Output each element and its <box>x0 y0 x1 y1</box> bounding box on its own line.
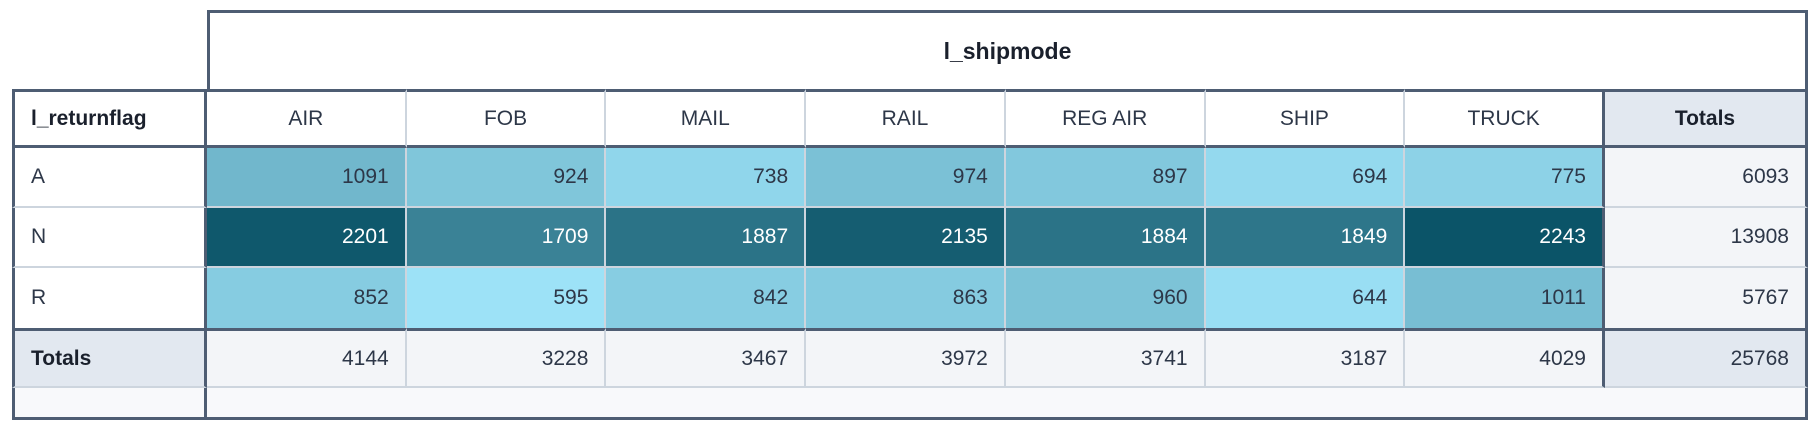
heat-cell: 1884 <box>1005 208 1206 268</box>
heat-cell: 863 <box>806 268 1006 328</box>
heat-cell: 924 <box>406 148 607 208</box>
column-header-ship: SHIP <box>1205 89 1406 148</box>
corner-spacer <box>12 10 207 89</box>
pivot-table: l_shipmode l_returnflag AIR FOB MAIL RAIL REG… <box>12 10 1808 420</box>
footer-spacer <box>207 388 1808 420</box>
heat-cell: 644 <box>1205 268 1406 328</box>
totals-column-header: Totals <box>1604 89 1808 148</box>
heat-cell: 897 <box>1005 148 1206 208</box>
column-group-header: l_shipmode <box>207 10 1808 89</box>
heat-cell: 974 <box>806 148 1006 208</box>
column-total-cell: 3741 <box>1005 328 1206 388</box>
totals-row-header: Totals <box>12 328 207 388</box>
heat-cell: 2135 <box>806 208 1006 268</box>
column-total-cell: 4029 <box>1405 328 1605 388</box>
heat-cell: 1709 <box>406 208 607 268</box>
row-group-header: l_returnflag <box>12 89 207 148</box>
heat-cell: 852 <box>207 268 407 328</box>
heat-cell: 1091 <box>207 148 407 208</box>
row-total-cell: 13908 <box>1604 208 1808 268</box>
heat-cell: 1011 <box>1405 268 1605 328</box>
heat-cell: 595 <box>406 268 607 328</box>
column-header-rail: RAIL <box>806 89 1006 148</box>
column-total-cell: 3467 <box>606 328 807 388</box>
row-total-cell: 5767 <box>1604 268 1808 328</box>
heat-cell: 738 <box>606 148 807 208</box>
grand-total-cell: 25768 <box>1604 328 1808 388</box>
column-header-air: AIR <box>207 89 407 148</box>
column-total-cell: 3972 <box>806 328 1006 388</box>
heat-cell: 1887 <box>606 208 807 268</box>
column-total-cell: 3187 <box>1205 328 1406 388</box>
heat-cell: 842 <box>606 268 807 328</box>
heat-cell: 1849 <box>1205 208 1406 268</box>
footer-left-spacer <box>12 388 207 420</box>
heat-cell: 960 <box>1005 268 1206 328</box>
row-header-a: A <box>12 148 207 208</box>
row-total-cell: 6093 <box>1604 148 1808 208</box>
heat-cell: 775 <box>1405 148 1605 208</box>
column-header-fob: FOB <box>406 89 607 148</box>
row-header-r: R <box>12 268 207 328</box>
column-header-truck: TRUCK <box>1405 89 1605 148</box>
heat-cell: 2243 <box>1405 208 1605 268</box>
heat-cell: 694 <box>1205 148 1406 208</box>
column-total-cell: 3228 <box>406 328 607 388</box>
column-header-reg-air: REG AIR <box>1005 89 1206 148</box>
heat-cell: 2201 <box>207 208 407 268</box>
column-header-mail: MAIL <box>606 89 807 148</box>
row-header-n: N <box>12 208 207 268</box>
column-total-cell: 4144 <box>207 328 407 388</box>
column-group-label: l_shipmode <box>943 37 1072 64</box>
